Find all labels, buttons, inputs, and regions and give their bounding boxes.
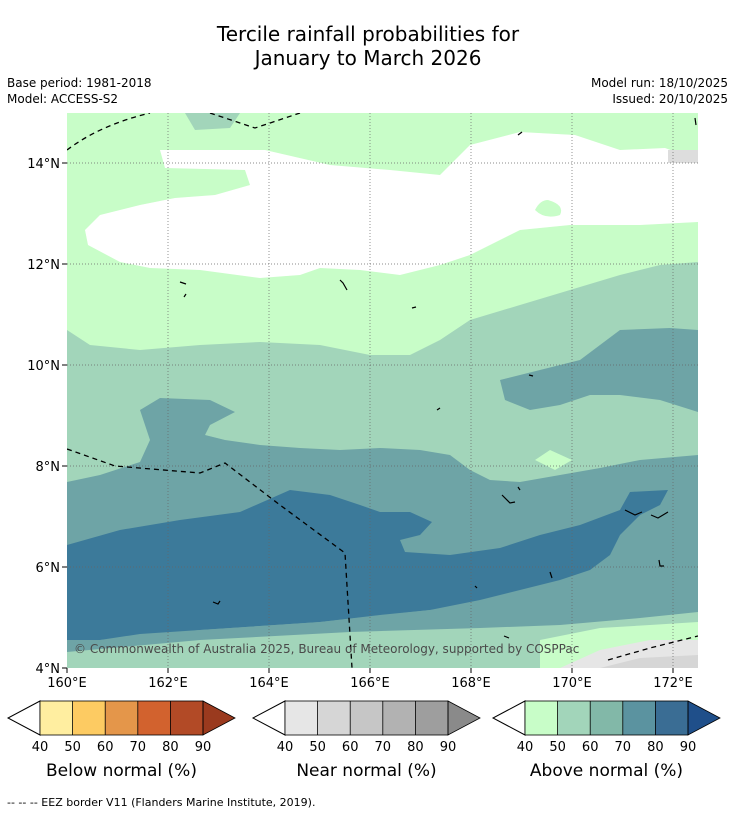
probability-field <box>67 113 698 668</box>
near-tick-50: 50 <box>309 740 326 755</box>
colorbar-below-swatch-1 <box>40 701 73 735</box>
colorbar-below-title: Below normal (%) <box>46 761 197 781</box>
island-green-patch <box>535 200 562 217</box>
model-run: Model run: 18/10/2025 <box>590 76 728 90</box>
colorbar-below-max-arrow <box>203 701 235 735</box>
colorbar-below-swatch-3 <box>105 701 138 735</box>
colorbar-above-max-arrow <box>688 701 720 735</box>
model-name: Model: ACCESS-S2 <box>7 92 119 106</box>
colorbar-near-normal: 40 50 60 70 80 90 <box>251 700 481 755</box>
island-green-patch-2 <box>535 450 572 470</box>
colorbar-near-swatch-1 <box>285 701 318 735</box>
colorbar-below-swatch-2 <box>72 701 106 735</box>
above-tick-40: 40 <box>517 740 534 755</box>
band-above-80 <box>67 490 668 640</box>
band-white-north <box>85 132 698 278</box>
colorbar-near-swatch-3 <box>350 701 383 735</box>
meta-left: Base period: 1981-2018 Model: ACCESS-S2 <box>7 75 152 107</box>
colorbar-below-swatch-5 <box>170 701 203 735</box>
colorbar-near-swatch-4 <box>382 701 416 735</box>
copyright-notice: © Commonwealth of Australia 2025, Bureau… <box>74 642 579 656</box>
issued-date: Issued: 20/10/2025 <box>612 92 728 106</box>
band-above-70-east <box>500 328 698 412</box>
colorbar-near-swatch-5 <box>415 701 448 735</box>
lat-label-12n: 12°N <box>27 258 60 273</box>
colorbar-above-min-arrow <box>491 700 526 736</box>
lat-label-8n: 8°N <box>36 460 61 475</box>
below-tick-50: 50 <box>64 740 81 755</box>
colorbar-above-swatch-2 <box>557 701 591 735</box>
colorbar-above-swatch-5 <box>655 701 688 735</box>
lat-label-4n: 4°N <box>36 662 61 677</box>
lat-label-10n: 10°N <box>27 359 60 374</box>
near-tick-70: 70 <box>375 740 392 755</box>
lon-label-172e: 172°E <box>653 676 693 691</box>
above-tick-50: 50 <box>549 740 566 755</box>
map-title: Tercile rainfall probabilities for Janua… <box>0 22 736 70</box>
colorbar-below-min-arrow <box>6 700 41 736</box>
below-tick-90: 90 <box>195 740 212 755</box>
lat-label-6n: 6°N <box>36 561 61 576</box>
below-tick-60: 60 <box>97 740 114 755</box>
base-period: Base period: 1981-2018 <box>7 76 152 90</box>
lon-labels: 160°E 162°E 164°E 166°E 168°E 170°E 172°… <box>47 676 693 691</box>
graticule <box>67 113 698 668</box>
colorbar-below-normal: 40 50 60 70 80 90 <box>6 700 236 755</box>
band-near-north <box>668 150 698 163</box>
lon-label-160e: 160°E <box>47 676 87 691</box>
colorbar-near-swatch-2 <box>317 701 351 735</box>
below-tick-40: 40 <box>32 740 49 755</box>
eez-border <box>67 113 698 668</box>
near-tick-80: 80 <box>407 740 424 755</box>
colorbar-above-swatch-3 <box>590 701 623 735</box>
lon-label-166e: 166°E <box>350 676 390 691</box>
near-tick-90: 90 <box>440 740 457 755</box>
above-tick-80: 80 <box>647 740 664 755</box>
coastlines <box>179 117 697 639</box>
near-tick-60: 60 <box>342 740 359 755</box>
lat-labels: 14°N 12°N 10°N 8°N 6°N 4°N <box>27 157 60 677</box>
below-tick-70: 70 <box>130 740 147 755</box>
lon-label-170e: 170°E <box>552 676 592 691</box>
colorbar-near-min-arrow <box>251 700 286 736</box>
lat-label-14n: 14°N <box>27 157 60 172</box>
lon-label-168e: 168°E <box>451 676 491 691</box>
axis-ticks <box>62 162 674 673</box>
above-tick-60: 60 <box>582 740 599 755</box>
colorbar-near-max-arrow <box>448 701 480 735</box>
eez-footnote: -- -- -- EEZ border V11 (Flanders Marine… <box>7 796 316 809</box>
colorbar-above-swatch-4 <box>622 701 656 735</box>
lon-label-164e: 164°E <box>249 676 289 691</box>
above-tick-90: 90 <box>680 740 697 755</box>
below-tick-80: 80 <box>162 740 179 755</box>
meta-right: Model run: 18/10/2025 Issued: 20/10/2025 <box>591 75 728 107</box>
colorbar-above-swatch-1 <box>525 701 558 735</box>
colorbar-above-normal: 40 50 60 70 80 90 <box>491 700 721 755</box>
lon-label-162e: 162°E <box>148 676 188 691</box>
above-tick-70: 70 <box>615 740 632 755</box>
title-line-1: Tercile rainfall probabilities for <box>216 22 520 46</box>
colorbar-below-swatch-4 <box>137 701 171 735</box>
colorbar-near-title: Near normal (%) <box>296 761 437 781</box>
colorbar-above-title: Above normal (%) <box>529 761 684 781</box>
band-near-50 <box>600 655 698 668</box>
near-tick-40: 40 <box>277 740 294 755</box>
title-line-2: January to March 2026 <box>254 46 482 70</box>
band-above-50-north <box>185 113 240 130</box>
